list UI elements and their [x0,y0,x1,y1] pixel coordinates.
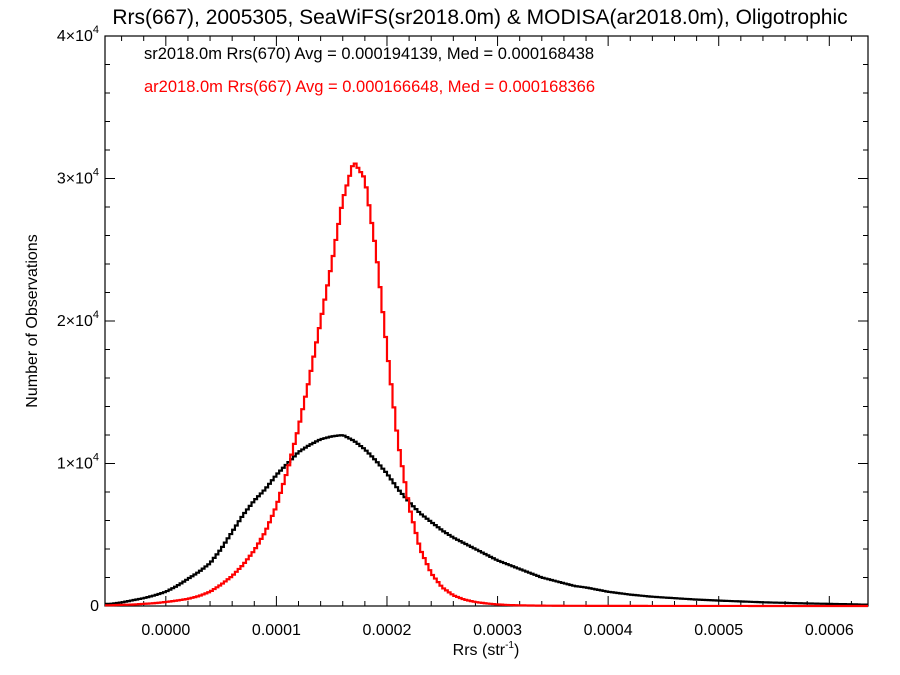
y-axis-label: Number of Observations [24,234,41,407]
x-tick-label: 0.0005 [694,622,743,639]
y-axis: 0 1×104 2×104 3×104 4×104 [57,24,868,615]
y-tick-label: 2×104 [57,309,99,330]
x-tick-label: 0.0001 [252,622,301,639]
series-line-ar2018 [105,162,868,608]
x-tick-label: 0.0003 [473,622,522,639]
legend-entry-sr2018: sr2018.0m Rrs(670) Avg = 0.000194139, Me… [144,45,594,63]
x-tick-label: 0.0000 [141,622,190,639]
legend-entry-ar2018: ar2018.0m Rrs(667) Avg = 0.000166648, Me… [144,78,595,96]
y-tick-label: 1×104 [57,452,99,473]
plot-frame [104,35,869,607]
series-layer [105,162,868,608]
x-axis: 0.0000 0.0001 0.0002 0.0003 0.0004 0.0005 0.00… [121,36,854,639]
y-tick-label: 4×104 [57,24,99,45]
x-tick-label: 0.0006 [805,622,854,639]
x-tick-label: 0.0004 [584,622,633,639]
x-axis-label: Rrs (str-1) [453,640,520,659]
x-tick-label: 0.0002 [363,622,412,639]
series-line-sr2018 [105,434,868,606]
y-tick-label: 0 [90,598,99,615]
chart-title: Rrs(667), 2005305, SeaWiFS(sr2018.0m) & … [112,6,847,29]
y-tick-label: 3×104 [57,167,99,188]
